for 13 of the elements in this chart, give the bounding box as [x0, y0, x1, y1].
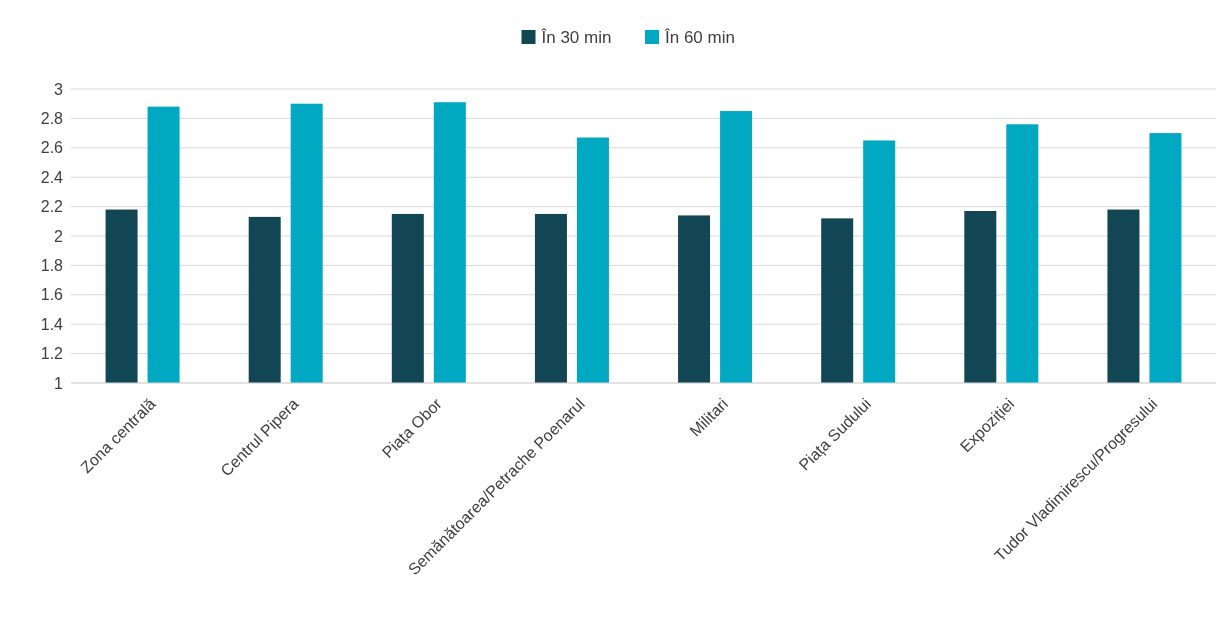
y-tick-label: 2.6	[40, 139, 64, 157]
y-tick-label: 2.4	[40, 168, 64, 186]
y-tick-label: 2.8	[40, 110, 64, 127]
y-tick-label: 1.2	[40, 345, 64, 363]
y-tick-label: 1	[54, 374, 64, 392]
y-tick-label: 1.8	[40, 257, 64, 274]
legend-label: În 60 min	[664, 27, 735, 47]
y-tick-label: 1.4	[40, 315, 64, 333]
y-tick-label: 3	[54, 80, 64, 98]
y-tick-label: 2.2	[40, 198, 64, 216]
legend-label: În 30 min	[540, 27, 612, 47]
y-tick-label: 2	[54, 227, 64, 245]
y-tick-label: 1.6	[40, 286, 64, 304]
